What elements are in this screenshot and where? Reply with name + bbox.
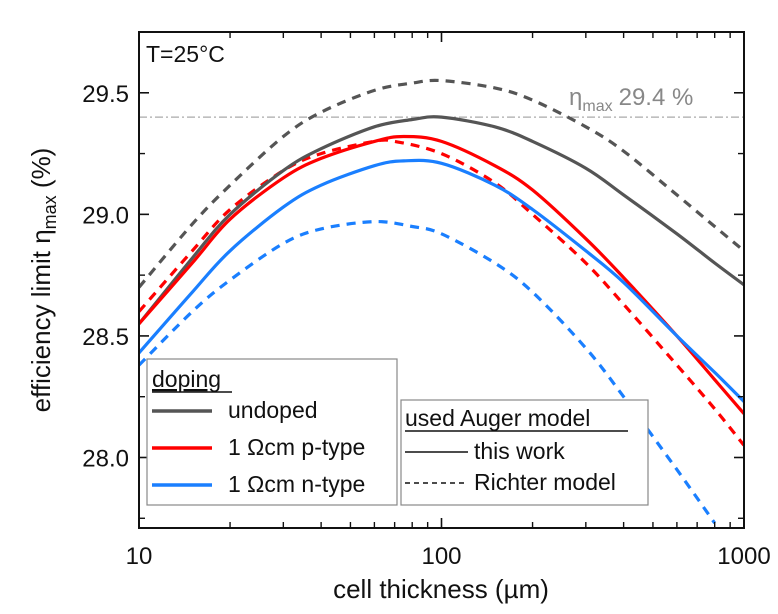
y-tick-label: 29.5 [82, 81, 129, 108]
y-axis-label: efficiency limit ηmax (%) [26, 148, 60, 413]
legend-model-label: Richter model [474, 469, 616, 495]
max-efficiency-annotation: ηmax 29.4 % [569, 84, 693, 115]
max-value: 29.4 % [619, 84, 694, 111]
series-line-undoped-this-work [139, 115, 744, 325]
legend-model-title: used Auger model [405, 405, 590, 431]
ticks-layer: 10 100 1000 28.0 28.5 29.0 29.5 [82, 31, 771, 570]
series-line-undoped-richter [139, 78, 744, 289]
y-tick-label: 29.0 [82, 202, 129, 229]
x-tick-label: 1000 [717, 543, 770, 570]
legend-doping-label: 1 Ωcm p-type [228, 434, 365, 460]
y-axis-label-sub: max [40, 195, 60, 229]
series-layer [139, 78, 744, 525]
eta-symbol: η [569, 84, 582, 111]
legend-doping-label: 1 Ωcm n-type [228, 471, 365, 497]
legend-model: used Auger model this work Richter model [400, 399, 649, 506]
series-line-1-cm-n-type-richter [139, 219, 717, 525]
legend-doping-title: doping [152, 366, 221, 392]
legend-doping: doping undoped 1 Ωcm p-type 1 Ωcm n-type [146, 358, 398, 506]
y-axis-label-tail: (%) [26, 148, 56, 196]
x-tick-label: 100 [421, 543, 461, 570]
series-line-1-cm-n-type-this-work [139, 158, 744, 403]
temperature-annotation: T=25°C [146, 41, 225, 67]
y-tick-label: 28.0 [82, 445, 129, 472]
y-axis-label-main: efficiency limit η [26, 229, 56, 412]
legend-model-label: this work [474, 438, 565, 464]
legend-doping-box [146, 358, 398, 506]
y-tick-label: 28.5 [82, 324, 129, 351]
x-tick-label: 10 [126, 543, 153, 570]
eta-subscript: max [582, 98, 612, 115]
legend-doping-label: undoped [228, 397, 318, 423]
series-line-1-cm-p-type-richter [139, 138, 744, 447]
x-axis-label: cell thickness (µm) [333, 574, 549, 604]
